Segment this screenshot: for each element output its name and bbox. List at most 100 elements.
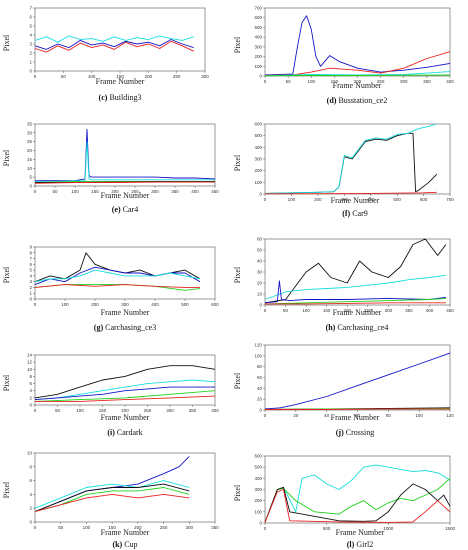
panel-c-ytick-label: 7 <box>29 6 32 11</box>
panel-c-ytick-label: 6 <box>29 15 32 20</box>
panel-j-ytick-label: 20 <box>257 397 263 402</box>
panel-d-xtick-label: 50 <box>286 79 292 84</box>
panel-d-caption-letter: (d) <box>327 96 337 105</box>
panel-l-ytick-label: 600 <box>254 454 262 459</box>
panel-d-xtick-label: 0 <box>264 79 267 84</box>
panel-i-xtick-label: 250 <box>144 408 152 413</box>
panel-j-series-red <box>265 408 450 410</box>
panel-e-xtick-label: 100 <box>71 189 79 194</box>
panel-e-xtick-label: 300 <box>151 189 159 194</box>
panel-f-frame <box>264 123 451 195</box>
panel-h-ytick-label: 0 <box>259 303 262 308</box>
panel-g-xtick-label: 300 <box>121 302 129 307</box>
panel-g-x-axis-label: Frame Number <box>101 308 150 317</box>
panel-f-y-axis-label: Pixel <box>233 154 242 171</box>
panel-g-ytick-label: 4 <box>29 273 32 278</box>
panel-d-ytick-label: 100 <box>254 64 262 69</box>
panel-e-ytick-label: 20 <box>27 148 33 153</box>
panel-e-frame <box>34 123 216 187</box>
panel-i-series-red <box>35 395 216 402</box>
panel-c-series-cyan <box>34 35 194 43</box>
panel-d-x-axis-label: Frame Number <box>333 81 382 90</box>
panel-i-xtick-label: 200 <box>121 408 129 413</box>
panel-i-xtick-label: 50 <box>55 408 61 413</box>
panel-g-ytick-label: 9 <box>29 245 32 250</box>
panel-c-series-red <box>34 40 194 53</box>
panel-h-xtick-label: 100 <box>302 308 310 313</box>
panel-i-ytick-label: 12 <box>27 360 33 365</box>
panel-i-ytick-label: 14 <box>27 353 33 358</box>
panel-h-ytick-label: 30 <box>257 270 263 275</box>
panel-g-ytick-label: 6 <box>29 262 32 267</box>
panel-d-series-green <box>264 74 451 77</box>
panel-l-series-black <box>264 483 451 523</box>
panel-f-xtick-label: 600 <box>420 197 428 202</box>
panel-g-caption: (g) Carchasing_ce3 <box>94 323 156 332</box>
panel-i-series-green <box>34 390 216 402</box>
panel-f-ytick-label: 0 <box>259 192 262 197</box>
panel-d-ytick-label: 200 <box>254 54 262 59</box>
panel-f-ytick-label: 300 <box>254 157 262 162</box>
panel-h-ytick-label: 50 <box>257 248 263 253</box>
panel-g-ytick-label: 5 <box>29 268 32 273</box>
panel-e-xtick-label: 0 <box>34 189 37 194</box>
panel-i-y-axis-label: Pixel <box>2 374 11 391</box>
panel-c-xtick-label: 0 <box>34 74 37 79</box>
panel-k-ytick-label: 8 <box>29 464 32 469</box>
panel-c-y-axis-label: Pixel <box>2 34 11 51</box>
panel-l-ytick-label: 300 <box>254 487 262 492</box>
panel-h-series-black <box>264 238 447 304</box>
panel-e-x-axis-label: Frame Number <box>101 191 150 200</box>
panel-l-ytick-label: 500 <box>254 465 262 470</box>
panel-j-xtick-label: 120 <box>446 413 454 418</box>
panel-e-xtick-label: 350 <box>171 189 179 194</box>
panel-h-xtick-label: 400 <box>426 308 434 313</box>
panel-l-ytick-label: 400 <box>254 476 262 481</box>
panel-k-ytick-label: 6 <box>29 478 32 483</box>
panel-i-ytick-label: 10 <box>27 367 33 372</box>
panel-h-frame <box>264 238 451 306</box>
panel-i-xtick-label: 0 <box>34 408 37 413</box>
panel-h-xtick-label: 0 <box>264 308 267 313</box>
panel-d-xtick-label: 200 <box>354 79 362 84</box>
panel-c-x-axis-label: Frame Number <box>96 77 145 86</box>
panel-h-ytick-label: 20 <box>257 281 263 286</box>
panel-l-y-axis-label: Pixel <box>233 484 242 501</box>
panel-l-ytick-label: 200 <box>254 498 262 503</box>
panel-j-y-axis-label: Pixel <box>233 372 242 389</box>
panel-e-xtick-label: 450 <box>211 189 219 194</box>
panel-l-series-green <box>264 477 451 523</box>
panel-l-caption-letter: (l) <box>347 540 355 549</box>
panel-k-xtick-label: 200 <box>134 525 142 530</box>
panel-e-ytick-label: 35 <box>27 122 33 127</box>
panel-d-ytick-label: 300 <box>254 44 262 49</box>
panel-c-ytick-label: 4 <box>29 33 32 38</box>
panel-l-caption: (l) Girl2 <box>347 540 373 549</box>
panel-f-xtick-label: 100 <box>288 197 296 202</box>
panel-k-caption-letter: (k) <box>112 540 122 549</box>
panel-e-series-cyan <box>35 141 215 183</box>
panel-j-ytick-label: 60 <box>257 375 263 380</box>
panel-c-xtick-label: 150 <box>116 74 124 79</box>
panel-k-xtick-label: 100 <box>83 525 91 530</box>
panel-e-xtick-label: 400 <box>191 189 199 194</box>
panel-k-frame <box>34 452 216 523</box>
panel-h-series-green <box>264 297 446 305</box>
panel-f-ytick-label: 100 <box>254 180 262 185</box>
panel-k-xtick-label: 300 <box>186 525 194 530</box>
panel-g-ytick-label: 7 <box>29 256 32 261</box>
panel-j-xtick-label: 100 <box>415 413 423 418</box>
panel-l-series-cyan <box>264 464 451 523</box>
panel-k-caption: (k) Cup <box>112 540 137 549</box>
panel-d-xtick-label: 350 <box>423 79 431 84</box>
panel-i-x-axis-label: Frame Number <box>101 413 150 422</box>
panel-e-ytick-label: 25 <box>27 139 33 144</box>
panel-e-y-axis-label: Pixel <box>2 149 11 166</box>
panel-d-ytick-label: 700 <box>254 6 262 11</box>
panel-i-xtick-label: 350 <box>189 408 197 413</box>
panel-e-series-red <box>34 181 215 184</box>
panel-d-y-axis-label: Pixel <box>233 36 242 53</box>
panel-i-ytick-label: 6 <box>29 381 32 386</box>
panel-c-ytick-label: 1 <box>29 60 32 65</box>
panel-c-ytick-label: 0 <box>29 69 32 74</box>
